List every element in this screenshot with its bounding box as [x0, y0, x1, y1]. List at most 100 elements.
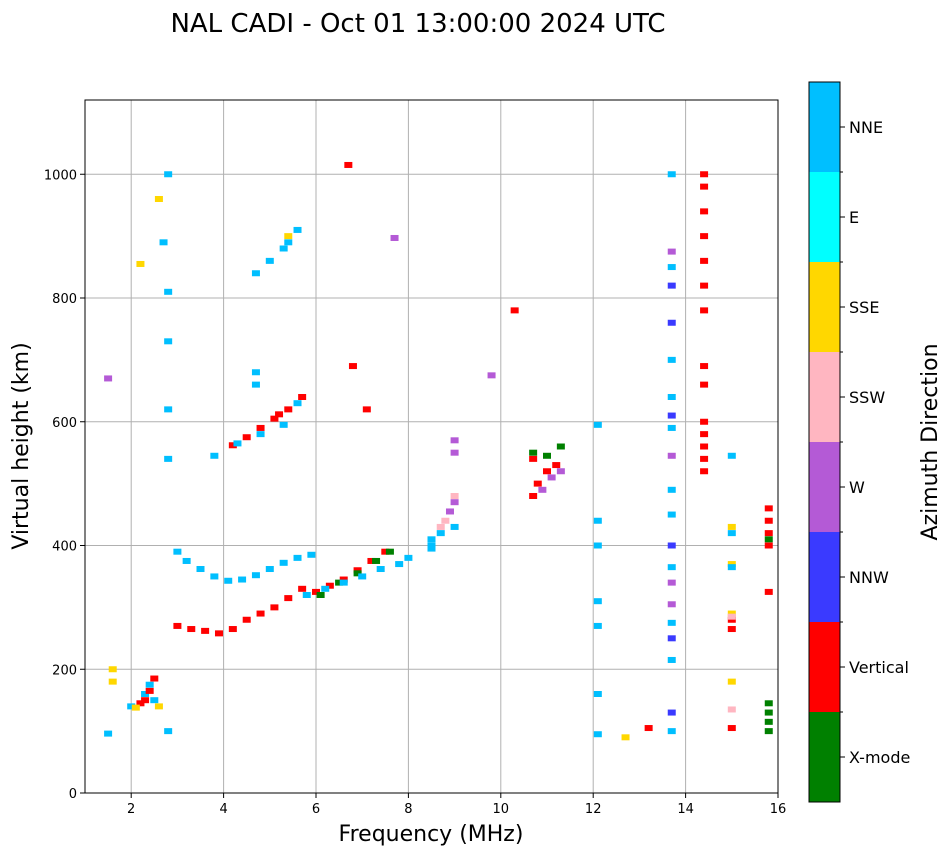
- echo-point-vertical: [242, 616, 251, 623]
- echo-point-ssw: [727, 613, 736, 620]
- echo-point-nnw: [667, 282, 676, 289]
- echo-point-w: [450, 499, 459, 506]
- colorbar-tick-label: X-mode: [849, 748, 910, 767]
- echo-point-vertical: [533, 480, 542, 487]
- echo-point-vertical: [214, 630, 223, 637]
- echo-point-nne: [667, 619, 676, 626]
- echo-point-vertical: [727, 725, 736, 732]
- echo-point-nne: [224, 577, 233, 584]
- echo-point-w: [556, 468, 565, 475]
- echo-point-nne: [667, 356, 676, 363]
- colorbar-segment-nne: [809, 82, 840, 172]
- echo-point-vertical: [764, 530, 773, 537]
- echo-point-vertical: [367, 557, 376, 564]
- echo-point-nne: [159, 239, 168, 246]
- colorbar-tick-label: NNW: [849, 568, 889, 587]
- colorbar-tick-label: E: [849, 208, 859, 227]
- x-tick-label: 16: [770, 802, 787, 817]
- colorbar: X-mode Vertical NNW W SSW SSE E NNE: [808, 81, 910, 803]
- echo-point-vertical: [644, 725, 653, 732]
- echo-point-nne: [321, 585, 330, 592]
- echo-point-nne: [127, 703, 136, 710]
- echo-point-nne: [164, 338, 173, 345]
- echo-point-nne: [667, 511, 676, 518]
- echo-point-vertical: [700, 418, 709, 425]
- echo-point-nne: [667, 656, 676, 663]
- echo-point-nne: [164, 171, 173, 178]
- echo-point-nne: [593, 517, 602, 524]
- echo-point-x-mode: [316, 592, 325, 598]
- colorbar-segment-vertical: [809, 622, 840, 712]
- echo-point-x-mode: [764, 536, 773, 543]
- x-tick-label: 10: [493, 802, 510, 817]
- echo-point-nne: [427, 542, 436, 549]
- echo-point-vertical: [136, 700, 145, 707]
- echo-point-vertical: [700, 208, 709, 215]
- echo-point-nne: [727, 564, 736, 571]
- echo-point-vertical: [348, 363, 357, 370]
- echo-point-x-mode: [353, 570, 362, 577]
- echo-point-nne: [667, 728, 676, 735]
- echo-point-x-mode: [556, 443, 565, 450]
- echo-point-vertical: [700, 282, 709, 289]
- echo-point-x-mode: [543, 452, 551, 459]
- echo-point-nne: [265, 257, 274, 264]
- echo-point-x-mode: [335, 579, 344, 586]
- echo-point-nne: [279, 559, 288, 566]
- echo-point-ssw: [436, 523, 445, 530]
- echo-point-ssw: [450, 493, 459, 499]
- echo-point-vertical: [700, 468, 709, 475]
- x-tick-label: 2: [127, 802, 135, 817]
- echo-point-sse: [621, 734, 630, 741]
- echo-point-nne: [164, 455, 173, 462]
- echo-point-vertical: [325, 582, 334, 589]
- echo-point-nne: [727, 452, 736, 459]
- colorbar-segment-e: [809, 172, 840, 262]
- echo-point-nne: [593, 622, 602, 629]
- echo-point-nne: [667, 564, 676, 571]
- echo-point-ssw: [441, 517, 450, 524]
- echo-point-vertical: [700, 455, 709, 462]
- echo-point-vertical: [529, 455, 538, 462]
- echo-point-nne: [593, 731, 602, 738]
- echo-point-nne: [293, 226, 302, 233]
- echo-point-nne: [256, 431, 265, 438]
- echo-point-vertical: [543, 468, 551, 475]
- echo-point-vertical: [552, 462, 561, 469]
- colorbar-tick-label: SSE: [849, 298, 879, 317]
- echo-point-nne: [164, 288, 173, 295]
- echo-point-vertical: [700, 363, 709, 370]
- echo-point-vertical: [700, 431, 709, 438]
- echo-point-vertical: [256, 610, 265, 617]
- echo-point-w: [538, 486, 547, 493]
- echo-point-vertical: [275, 411, 284, 418]
- echo-point-sse: [154, 196, 163, 202]
- echo-point-vertical: [201, 627, 210, 634]
- echo-point-sse: [727, 678, 736, 685]
- echo-point-x-mode: [385, 548, 394, 555]
- echo-point-w: [667, 452, 676, 459]
- echo-point-vertical: [284, 406, 293, 413]
- echo-point-vertical: [228, 626, 237, 633]
- echo-point-nne: [251, 381, 260, 388]
- colorbar-segment-nnw: [809, 532, 840, 622]
- chart-title: NAL CADI - Oct 01 13:00:00 2024 UTC: [170, 9, 665, 39]
- echo-point-x-mode: [764, 718, 773, 725]
- echo-point-sse: [727, 610, 736, 617]
- echo-point-sse: [727, 561, 736, 568]
- y-axis-ticks: 0 200 400 600 800 1000: [44, 168, 85, 802]
- echo-point-vertical: [381, 548, 390, 555]
- echo-point-nne: [293, 554, 302, 561]
- echo-point-sse: [284, 233, 293, 240]
- echo-point-nne: [150, 697, 159, 704]
- echo-point-nnw: [667, 319, 676, 326]
- colorbar-segment-x-mode: [809, 712, 840, 802]
- echo-point-vertical: [339, 576, 348, 583]
- echo-point-nne: [593, 598, 602, 605]
- echo-point-sse: [136, 260, 145, 267]
- plot-frame: [84, 99, 779, 794]
- echo-point-w: [450, 449, 459, 456]
- echo-point-vertical: [700, 307, 709, 314]
- gridlines: [85, 100, 779, 794]
- echo-point-nne: [376, 566, 385, 573]
